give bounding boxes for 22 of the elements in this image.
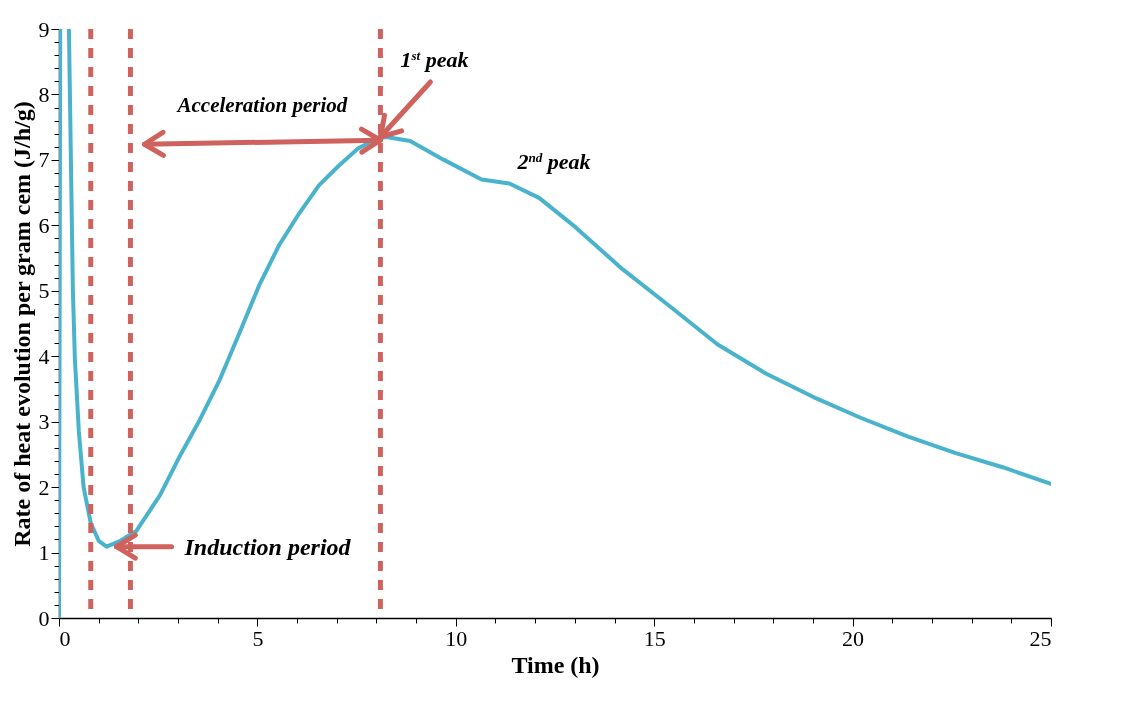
- x-axis-title: Time (h): [511, 651, 600, 678]
- x-tick-label: 20: [842, 625, 865, 651]
- y-tick-label: 9: [38, 16, 50, 42]
- x-tick-label: 10: [445, 625, 468, 651]
- y-tick-label: 2: [38, 474, 50, 500]
- y-tick-label: 1: [38, 540, 50, 566]
- y-tick-label: 5: [38, 278, 50, 304]
- x-tick-label: 15: [643, 625, 666, 651]
- annotation: 1$^{st}$ peak: [400, 46, 469, 72]
- y-tick-label: 7: [38, 147, 50, 173]
- x-tick-label: 5: [252, 625, 264, 651]
- annotation: 2$^{nd}$ peak: [516, 148, 591, 174]
- x-tick-label: 0: [59, 625, 71, 651]
- annotation: Induction period: [183, 533, 352, 560]
- y-tick-label: 6: [38, 212, 50, 238]
- y-tick-label: 3: [38, 409, 50, 435]
- y-tick-label: 8: [38, 81, 50, 107]
- y-tick-label: 0: [38, 605, 50, 631]
- annotation: Acceleration period: [175, 93, 348, 118]
- y-tick-label: 4: [38, 343, 50, 369]
- y-axis-title: Rate of heat evolution per gram cem (J/h/g): [8, 101, 35, 547]
- x-tick-label: 25: [1029, 625, 1052, 651]
